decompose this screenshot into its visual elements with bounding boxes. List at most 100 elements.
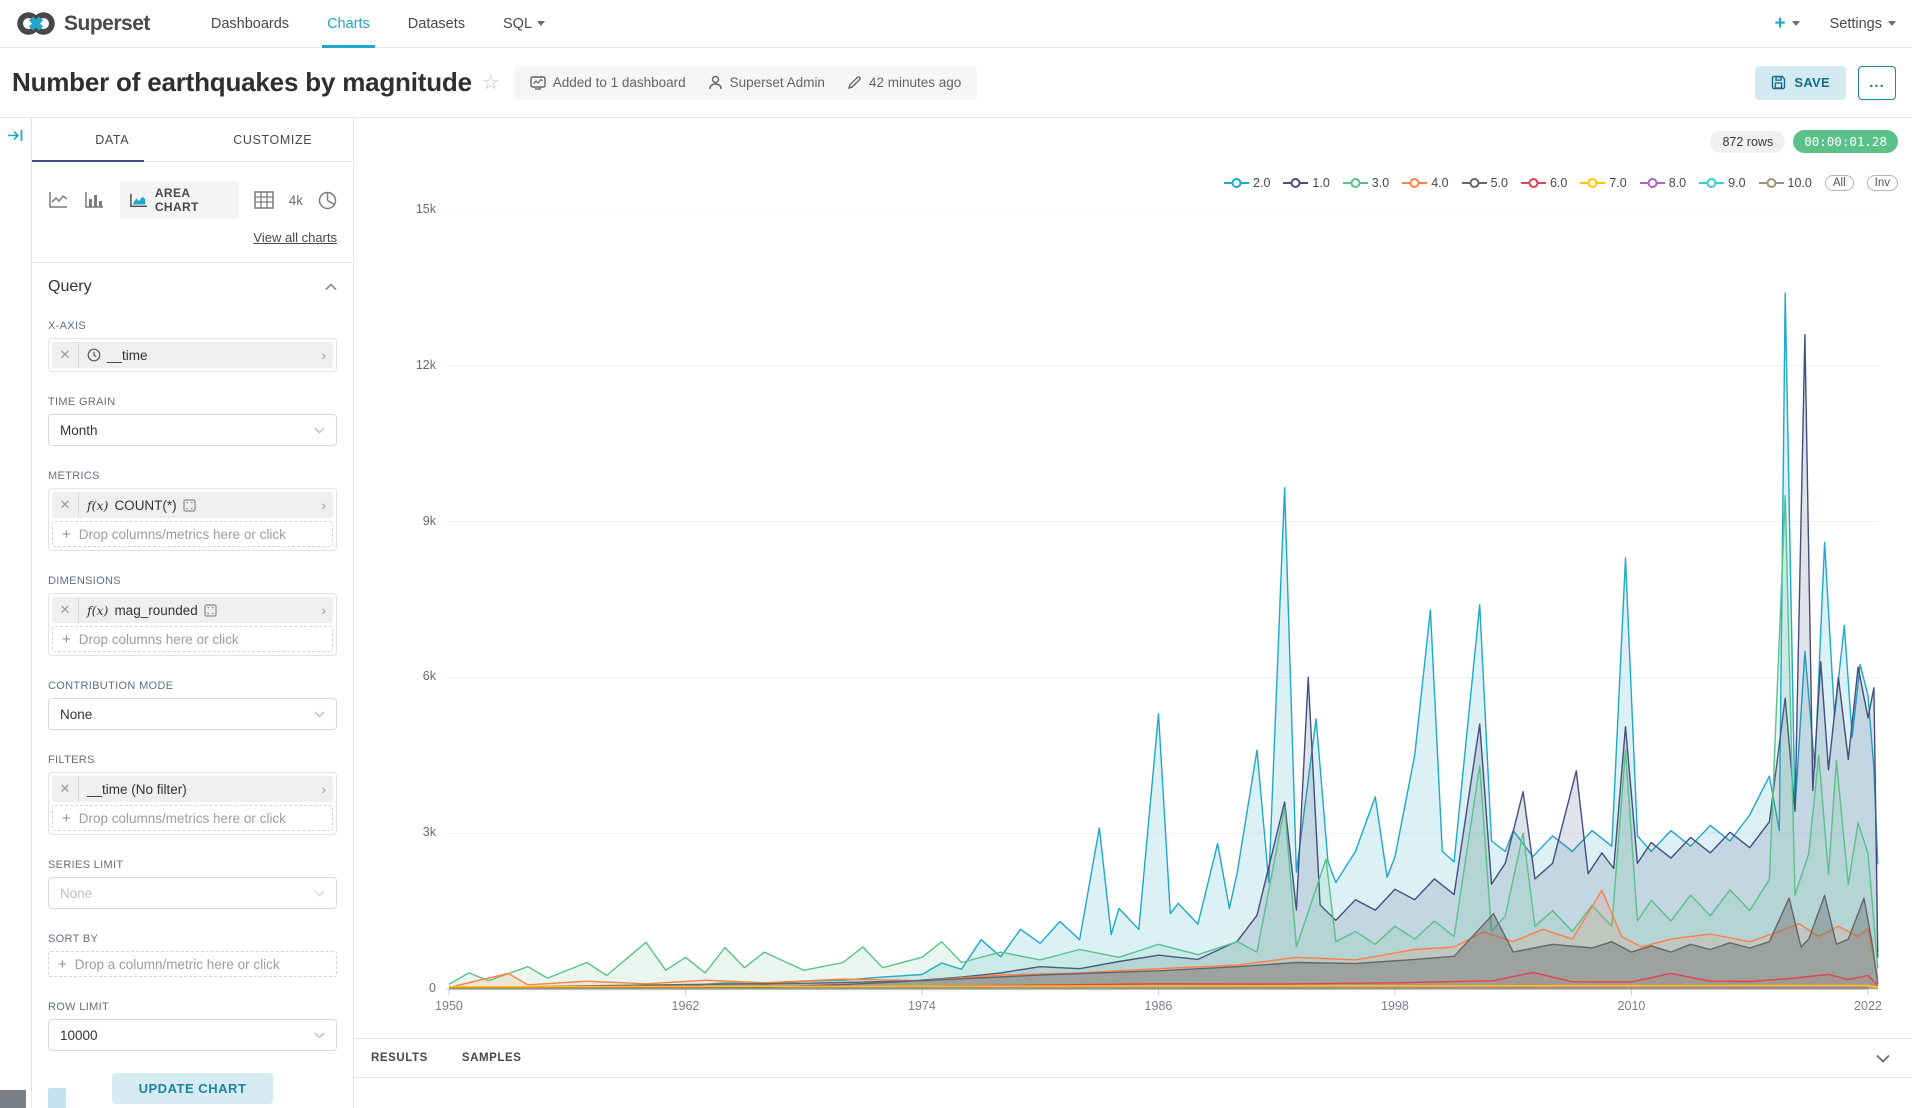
- query-section-header[interactable]: Query: [48, 278, 337, 296]
- legend-marker-icon: [1342, 178, 1368, 188]
- xaxis-chip[interactable]: ✕ __time ›: [52, 342, 333, 368]
- contribution-mode-select[interactable]: None: [48, 698, 337, 730]
- row-count-badge: 872 rows: [1710, 130, 1786, 153]
- chevron-right-icon[interactable]: ›: [321, 497, 326, 513]
- metric-chip[interactable]: ✕ f(x) COUNT(*) ›: [52, 492, 333, 518]
- row-limit-label: ROW LIMIT: [48, 1001, 110, 1013]
- filters-dropzone[interactable]: + Drop columns/metrics here or click: [52, 805, 333, 831]
- area-chart[interactable]: [446, 209, 1879, 1008]
- plus-icon: +: [1774, 13, 1786, 34]
- partial-checkbox[interactable]: [48, 1088, 66, 1108]
- series-limit-label: SERIES LIMIT: [48, 859, 124, 871]
- legend-item-3.0[interactable]: 3.0: [1342, 176, 1389, 190]
- legend-item-9.0[interactable]: 9.0: [1699, 176, 1746, 190]
- area-chart-canvas[interactable]: [446, 209, 1879, 1003]
- series-line-3.0: [448, 494, 1879, 985]
- dimension-chip[interactable]: ✕ f(x) mag_rounded ›: [52, 597, 333, 623]
- series-line-7.0: [448, 984, 1878, 988]
- metrics-dropzone[interactable]: + Drop columns/metrics here or click: [52, 521, 333, 547]
- legend-marker-icon: [1461, 178, 1487, 188]
- chart-owner[interactable]: Superset Admin: [708, 75, 825, 90]
- tab-data[interactable]: DATA: [95, 132, 130, 147]
- last-modified[interactable]: 42 minutes ago: [847, 75, 961, 90]
- chevron-right-icon[interactable]: ›: [321, 347, 326, 363]
- favorite-star-icon[interactable]: ☆: [481, 72, 500, 94]
- legend-item-10.0[interactable]: 10.0: [1758, 176, 1812, 190]
- filter-chip[interactable]: ✕ __time (No filter) ›: [52, 776, 333, 802]
- chevron-right-icon[interactable]: ›: [321, 781, 326, 797]
- y-axis-label: 9k: [422, 513, 436, 528]
- remove-icon[interactable]: ✕: [52, 342, 79, 368]
- chevron-right-icon[interactable]: ›: [321, 602, 326, 618]
- new-item-dropdown[interactable]: +: [1774, 13, 1800, 34]
- dashboard-count[interactable]: Added to 1 dashboard: [530, 75, 686, 90]
- tab-samples[interactable]: SAMPLES: [461, 1052, 522, 1064]
- sort-by-label: SORT BY: [48, 933, 99, 945]
- legend-all-button[interactable]: All: [1824, 175, 1854, 191]
- expand-panel-icon[interactable]: [7, 128, 24, 148]
- nav-sql[interactable]: SQL: [484, 0, 564, 48]
- table-icon[interactable]: [253, 191, 274, 209]
- legend-item-2.0[interactable]: 2.0: [1224, 176, 1270, 190]
- nav-datasets[interactable]: Datasets: [407, 15, 466, 32]
- sort-by-dropzone[interactable]: + Drop a column/metric here or click: [48, 951, 337, 977]
- nav-dashboards[interactable]: Dashboards: [210, 15, 290, 32]
- bar-chart-icon[interactable]: [84, 191, 105, 209]
- dimensions-dropzone[interactable]: + Drop columns here or click: [52, 626, 333, 652]
- update-chart-button[interactable]: UPDATE CHART: [111, 1073, 274, 1104]
- legend-item-8.0[interactable]: 8.0: [1639, 176, 1686, 190]
- tab-results[interactable]: RESULTS: [371, 1052, 428, 1064]
- series-limit-select[interactable]: None: [48, 877, 337, 909]
- superset-logo-icon: [16, 10, 56, 37]
- series-line-1.0: [448, 333, 1879, 990]
- filters-field: ✕ __time (No filter) › + Drop columns/me…: [48, 772, 337, 835]
- pie-chart-icon[interactable]: [318, 191, 337, 210]
- y-axis-label: 0: [429, 981, 436, 995]
- settings-dropdown[interactable]: Settings: [1830, 16, 1896, 32]
- line-chart-icon[interactable]: [48, 191, 69, 209]
- main-nav: Dashboards Charts Datasets SQL: [192, 0, 564, 48]
- plus-icon: +: [62, 630, 71, 648]
- x-axis-label: 2010: [1617, 999, 1646, 1013]
- top-navigation: Superset Dashboards Charts Datasets SQL …: [0, 0, 1912, 48]
- x-axis-label: 1962: [671, 999, 700, 1013]
- tab-customize[interactable]: CUSTOMIZE: [233, 132, 313, 147]
- series-area-3.0: [449, 495, 1878, 989]
- legend-item-1.0[interactable]: 1.0: [1283, 176, 1330, 190]
- series-area-6.0: [449, 972, 1878, 989]
- collapse-results-icon[interactable]: [1876, 1054, 1890, 1063]
- remove-icon[interactable]: ✕: [52, 492, 79, 518]
- save-button[interactable]: SAVE: [1755, 65, 1846, 100]
- legend-item-5.0[interactable]: 5.0: [1461, 176, 1508, 190]
- contribution-mode-label: CONTRIBUTION MODE: [48, 680, 174, 692]
- chevron-down-icon: [314, 710, 325, 718]
- more-options-button[interactable]: ...: [1858, 65, 1896, 100]
- remove-icon[interactable]: ✕: [52, 776, 79, 802]
- row-limit-select[interactable]: 10000: [48, 1019, 337, 1051]
- remove-icon[interactable]: ✕: [52, 597, 79, 623]
- x-axis-label: 1974: [908, 999, 936, 1013]
- results-panel-bar: RESULTS SAMPLES: [354, 1038, 1912, 1078]
- legend-marker-icon: [1699, 178, 1725, 188]
- legend-item-7.0[interactable]: 7.0: [1580, 176, 1627, 190]
- legend-item-6.0[interactable]: 6.0: [1520, 176, 1567, 190]
- time-grain-select[interactable]: Month: [48, 414, 337, 446]
- function-icon: f(x): [87, 602, 109, 618]
- nav-charts[interactable]: Charts: [308, 0, 389, 48]
- legend-marker-icon: [1224, 178, 1250, 188]
- view-all-charts-link[interactable]: View all charts: [253, 230, 337, 245]
- chart-meta-bar: Added to 1 dashboard Superset Admin 42 m…: [513, 65, 978, 100]
- series-line-5.0: [448, 894, 1879, 989]
- legend-item-4.0[interactable]: 4.0: [1402, 176, 1449, 190]
- chevron-up-icon: [325, 283, 337, 291]
- viz-type-selected-area-chart[interactable]: AREA CHART: [120, 181, 239, 219]
- update-chart-row: UPDATE CHART: [32, 1067, 353, 1108]
- legend-inv-button[interactable]: Inv: [1866, 175, 1898, 191]
- column-grid-icon: [204, 603, 217, 617]
- big-number-icon[interactable]: 4k: [288, 192, 303, 208]
- series-line-2.0: [448, 292, 1879, 990]
- metrics-label: METRICS: [48, 470, 100, 482]
- chevron-down-icon: [537, 21, 546, 26]
- superset-logo[interactable]: Superset: [16, 10, 150, 37]
- x-axis-label: 1950: [435, 999, 463, 1013]
